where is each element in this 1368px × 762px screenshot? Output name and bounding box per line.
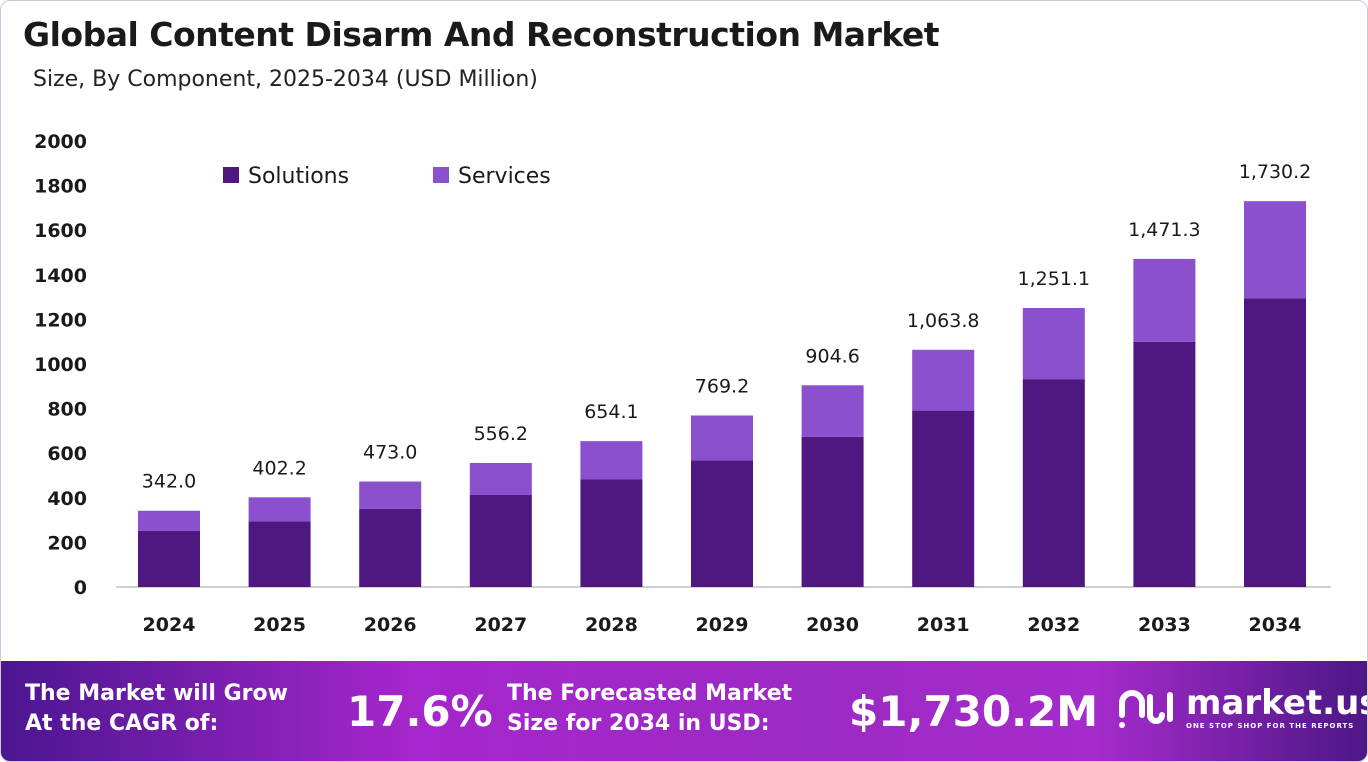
- x-tick-label: 2033: [1138, 614, 1191, 636]
- data-label: 402.2: [252, 457, 306, 479]
- data-label: 654.1: [584, 401, 638, 423]
- cagr-label-line1: The Market will Grow: [25, 681, 288, 706]
- bar-solutions: [1133, 341, 1196, 587]
- bar-solutions: [359, 508, 422, 587]
- x-tick-label: 2034: [1249, 614, 1302, 636]
- x-tick-label: 2026: [364, 614, 417, 636]
- bar-solutions: [248, 521, 311, 587]
- data-label: 1,251.1: [1018, 268, 1091, 290]
- bar-services: [359, 481, 422, 509]
- cagr-value: 17.6%: [347, 687, 493, 736]
- cagr-label: The Market will Grow At the CAGR of:: [25, 679, 288, 739]
- y-tick-label: 0: [74, 577, 87, 599]
- data-label: 769.2: [695, 375, 749, 397]
- y-tick-label: 200: [47, 532, 87, 554]
- data-label: 1,063.8: [907, 310, 980, 332]
- legend-swatch-services: [433, 167, 449, 183]
- x-tick-label: 2029: [696, 614, 749, 636]
- logo-tagline: ONE STOP SHOP FOR THE REPORTS: [1186, 722, 1355, 730]
- data-label: 1,730.2: [1239, 161, 1312, 183]
- legend-label-services: Services: [458, 164, 551, 189]
- logo-name: market.us: [1186, 683, 1368, 723]
- bar-services: [138, 510, 200, 532]
- bar-services: [691, 415, 753, 461]
- x-tick-label: 2031: [917, 614, 970, 636]
- bar-services: [912, 349, 975, 411]
- x-tick-label: 2027: [474, 614, 527, 636]
- y-tick-label: 1000: [34, 354, 87, 376]
- bar-solutions: [691, 460, 753, 587]
- y-tick-label: 600: [47, 443, 87, 465]
- x-tick-label: 2025: [253, 614, 306, 636]
- forecast-value: $1,730.2M: [849, 687, 1099, 736]
- y-tick-label: 800: [47, 399, 87, 421]
- bar-solutions: [1244, 298, 1306, 587]
- y-tick-label: 400: [47, 488, 87, 510]
- data-label: 904.6: [805, 345, 859, 367]
- x-tick-label: 2024: [143, 614, 196, 636]
- footer-banner: The Market will Grow At the CAGR of: 17.…: [1, 661, 1368, 761]
- bar-services: [469, 462, 532, 495]
- bar-services: [248, 497, 311, 522]
- bar-solutions: [1022, 379, 1085, 587]
- bar-services: [801, 385, 864, 437]
- legend-swatch-solutions: [223, 167, 239, 183]
- forecast-label: The Forecasted Market Size for 2034 in U…: [507, 679, 792, 739]
- cagr-label-line2: At the CAGR of:: [25, 711, 219, 736]
- bar-chart: 0 200 400 600 800 1000 1200 1400 1600 1800 2000 342…: [34, 131, 1331, 636]
- bar-solutions: [138, 531, 200, 587]
- legend-label-solutions: Solutions: [248, 164, 349, 189]
- bar-solutions: [580, 479, 643, 587]
- bar-solutions: [469, 494, 532, 587]
- y-tick-label: 1400: [34, 265, 87, 287]
- bar-services: [1133, 258, 1196, 342]
- y-tick-label: 1200: [34, 309, 87, 331]
- market-us-logo: market.us ONE STOP SHOP FOR THE REPORTS: [1116, 683, 1368, 731]
- bar-services: [1244, 201, 1306, 299]
- data-label: 1,471.3: [1128, 219, 1201, 241]
- forecast-label-line1: The Forecasted Market: [507, 681, 793, 706]
- x-tick-label: 2032: [1027, 614, 1080, 636]
- bar-services: [580, 441, 643, 480]
- logo-icon: [1119, 690, 1173, 728]
- data-label: 473.0: [363, 442, 417, 464]
- forecast-label-line2: Size for 2034 in USD:: [507, 711, 770, 736]
- data-label: 556.2: [474, 423, 528, 445]
- chart-subtitle: Size, By Component, 2025-2034 (USD Milli…: [33, 67, 538, 92]
- y-tick-label: 1800: [34, 176, 87, 198]
- x-tick-label: 2028: [585, 614, 638, 636]
- chart-title: Global Content Disarm And Reconstruction…: [23, 15, 940, 54]
- bar-solutions: [801, 436, 864, 587]
- bar-solutions: [912, 410, 975, 587]
- y-tick-label: 1600: [34, 220, 87, 242]
- y-tick-label: 2000: [34, 131, 87, 153]
- x-tick-label: 2030: [806, 614, 859, 636]
- data-label: 342.0: [142, 471, 196, 493]
- bar-services: [1022, 308, 1085, 380]
